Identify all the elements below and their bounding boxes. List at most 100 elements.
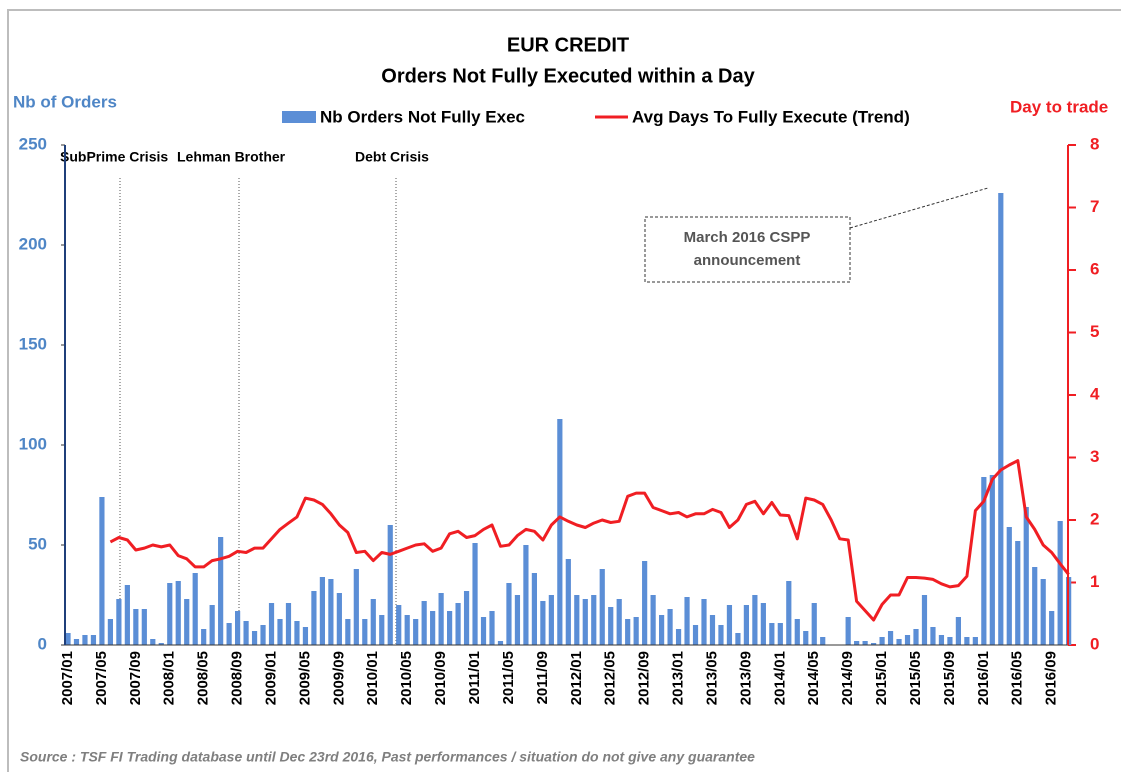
bar (251, 631, 258, 645)
x-tick-label: 2014/05 (805, 651, 822, 705)
x-tick-label: 2009/01 (262, 651, 279, 705)
bar (777, 623, 783, 645)
event-markers: SubPrime Crisis Lehman Brother Debt Cris… (60, 149, 429, 645)
bar (345, 619, 351, 645)
bar (786, 581, 792, 645)
bar (489, 611, 495, 645)
bar (633, 617, 639, 645)
bar (938, 635, 945, 645)
x-tick-label: 2010/05 (398, 651, 415, 705)
bar (294, 621, 300, 645)
trend-line (109, 459, 1070, 622)
bar (794, 619, 800, 645)
bar (692, 625, 699, 645)
y2-tick-label: 7 (1090, 197, 1099, 216)
legend: Nb Orders Not Fully Exec Avg Days To Full… (282, 107, 910, 126)
bar (955, 617, 961, 645)
legend-label: Avg Days To Fully Execute (Trend) (632, 107, 910, 126)
x-tick-label: 2013/09 (737, 651, 754, 705)
bar (260, 625, 266, 645)
bar (760, 603, 766, 645)
bar (684, 597, 690, 645)
bar (379, 615, 385, 645)
bar (599, 569, 605, 645)
bar (752, 595, 758, 645)
bar (1032, 567, 1038, 645)
bar (1006, 527, 1012, 645)
bar (370, 599, 376, 645)
bar (718, 625, 724, 645)
x-tick-label: 2008/09 (229, 651, 246, 705)
bar (523, 545, 529, 645)
callout-text: announcement (694, 252, 801, 269)
bar (854, 641, 860, 645)
bar (879, 637, 885, 645)
bar (421, 601, 427, 645)
callout: March 2016 CSPP announcement (644, 187, 989, 283)
bar (904, 635, 911, 645)
bar (184, 599, 190, 645)
bar (1040, 579, 1046, 645)
event-label: Lehman Brother (177, 149, 286, 165)
x-tick-label: 2012/05 (602, 651, 619, 705)
bar (998, 193, 1004, 645)
x-tick-label: 2008/05 (195, 651, 212, 705)
bar (99, 497, 105, 645)
y-tick-label: 200 (19, 234, 47, 253)
x-tick-label: 2016/09 (1043, 651, 1060, 705)
bar (650, 595, 656, 645)
bar (455, 603, 461, 645)
y-axis-label: Nb of Orders (13, 92, 117, 111)
bar (735, 633, 741, 645)
bar (463, 591, 470, 645)
bar (167, 583, 173, 645)
bar (141, 609, 147, 645)
bar (947, 637, 953, 645)
bar (667, 609, 673, 645)
bar (675, 629, 682, 645)
bar (387, 525, 393, 645)
y-tick-label: 250 (19, 134, 47, 153)
bar (319, 577, 325, 645)
chart-subtitle: Orders Not Fully Executed within a Day (381, 65, 755, 87)
bar (277, 619, 283, 645)
bar (107, 619, 113, 645)
chart-title: EUR CREDIT (507, 34, 629, 56)
bar (659, 615, 665, 645)
bar (616, 599, 622, 645)
y2-tick-label: 8 (1090, 134, 1099, 153)
x-tick-label: 2015/09 (941, 651, 958, 705)
x-tick-label: 2010/01 (364, 651, 381, 705)
bar (65, 633, 71, 645)
source-note: Source : TSF FI Trading database until D… (20, 749, 755, 765)
bar (285, 603, 292, 645)
y2-tick-label: 4 (1090, 384, 1100, 403)
x-tick-label: 2009/09 (330, 651, 347, 705)
bar (862, 641, 868, 645)
bar (820, 637, 826, 645)
bar (871, 643, 877, 645)
bar (625, 619, 631, 645)
bar (311, 591, 317, 645)
x-tick-label: 2007/05 (93, 651, 110, 705)
bar (158, 643, 164, 645)
x-tick-label: 2012/09 (636, 651, 653, 705)
legend-swatch (282, 111, 316, 123)
bar (302, 627, 309, 645)
bar (913, 629, 919, 645)
bar (769, 623, 775, 645)
bar (150, 639, 156, 645)
y2-tick-label: 3 (1090, 447, 1099, 466)
bar (896, 639, 902, 645)
bar (803, 631, 809, 645)
x-tick-label: 2011/05 (500, 651, 517, 704)
bar (396, 605, 402, 645)
bar (124, 585, 130, 645)
bar (82, 635, 88, 645)
bar (438, 593, 444, 645)
x-tick-label: 2007/09 (127, 651, 144, 705)
x-tick-label: 2014/09 (839, 651, 856, 705)
bar (201, 629, 207, 645)
event-label: Debt Crisis (355, 149, 429, 165)
